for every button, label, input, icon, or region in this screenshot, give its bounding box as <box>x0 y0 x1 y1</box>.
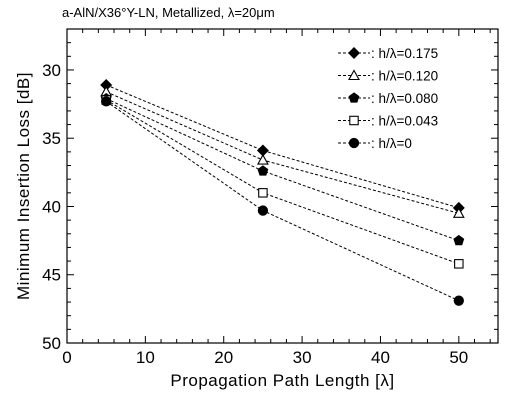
data-point <box>452 207 465 218</box>
legend-item: : h/λ=0.175 <box>338 46 438 61</box>
legend-item: : h/λ=0.120 <box>338 69 438 84</box>
data-point <box>453 295 464 306</box>
y-axis-label: Minimum Insertion Loss [dB] <box>14 72 33 300</box>
series-line <box>105 84 459 209</box>
data-point <box>258 188 268 198</box>
legend-label: : h/λ=0.080 <box>371 91 438 106</box>
series-line <box>105 91 459 214</box>
series-1 <box>100 85 465 218</box>
legend-item: : h/λ=0.080 <box>338 91 438 106</box>
legend-label: : h/λ=0.175 <box>371 46 438 61</box>
x-tick-label: 0 <box>62 348 71 367</box>
y-tick-label: 50 <box>42 334 61 353</box>
data-point <box>257 165 269 176</box>
y-tick-label: 40 <box>42 197 61 216</box>
legend-label: : h/λ=0.120 <box>371 69 438 84</box>
legend-marker <box>349 115 359 126</box>
x-tick-label: 30 <box>293 348 312 367</box>
y-tick-label: 35 <box>42 129 61 148</box>
y-tick-label: 45 <box>42 266 61 285</box>
chart-title: a-AlN/X36°Y-LN, Metallized, λ=20μm <box>62 5 275 20</box>
x-tick-label: 20 <box>214 348 233 367</box>
legend-label: : h/λ=0 <box>371 136 412 151</box>
axis-ticks: 0 10 20 30 40 50 30 35 40 45 50 <box>42 28 498 367</box>
legend-item: : h/λ=0 <box>338 136 412 151</box>
data-point <box>454 259 464 269</box>
legend: : h/λ=0.175 : h/λ=0.120 : h/λ=0.080 : h/λ=0… <box>338 46 438 151</box>
legend-item: : h/λ=0.043 <box>338 114 438 129</box>
x-tick-label: 10 <box>136 348 155 367</box>
x-axis-label: Propagation Path Length [λ] <box>170 371 394 390</box>
x-tick-label: 50 <box>449 348 468 367</box>
legend-marker <box>348 137 360 149</box>
plot-frame <box>66 28 499 344</box>
y-tick-label: 30 <box>42 61 61 80</box>
series-4 <box>101 96 464 306</box>
data-point <box>453 234 465 246</box>
x-tick-label: 40 <box>371 348 390 367</box>
series-layer <box>100 78 465 306</box>
legend-marker <box>348 69 360 81</box>
legend-marker <box>348 47 360 59</box>
legend-label: : h/λ=0.043 <box>371 114 438 129</box>
data-point <box>256 153 269 165</box>
legend-marker <box>348 92 360 103</box>
data-point <box>257 205 269 216</box>
data-point <box>101 96 112 107</box>
